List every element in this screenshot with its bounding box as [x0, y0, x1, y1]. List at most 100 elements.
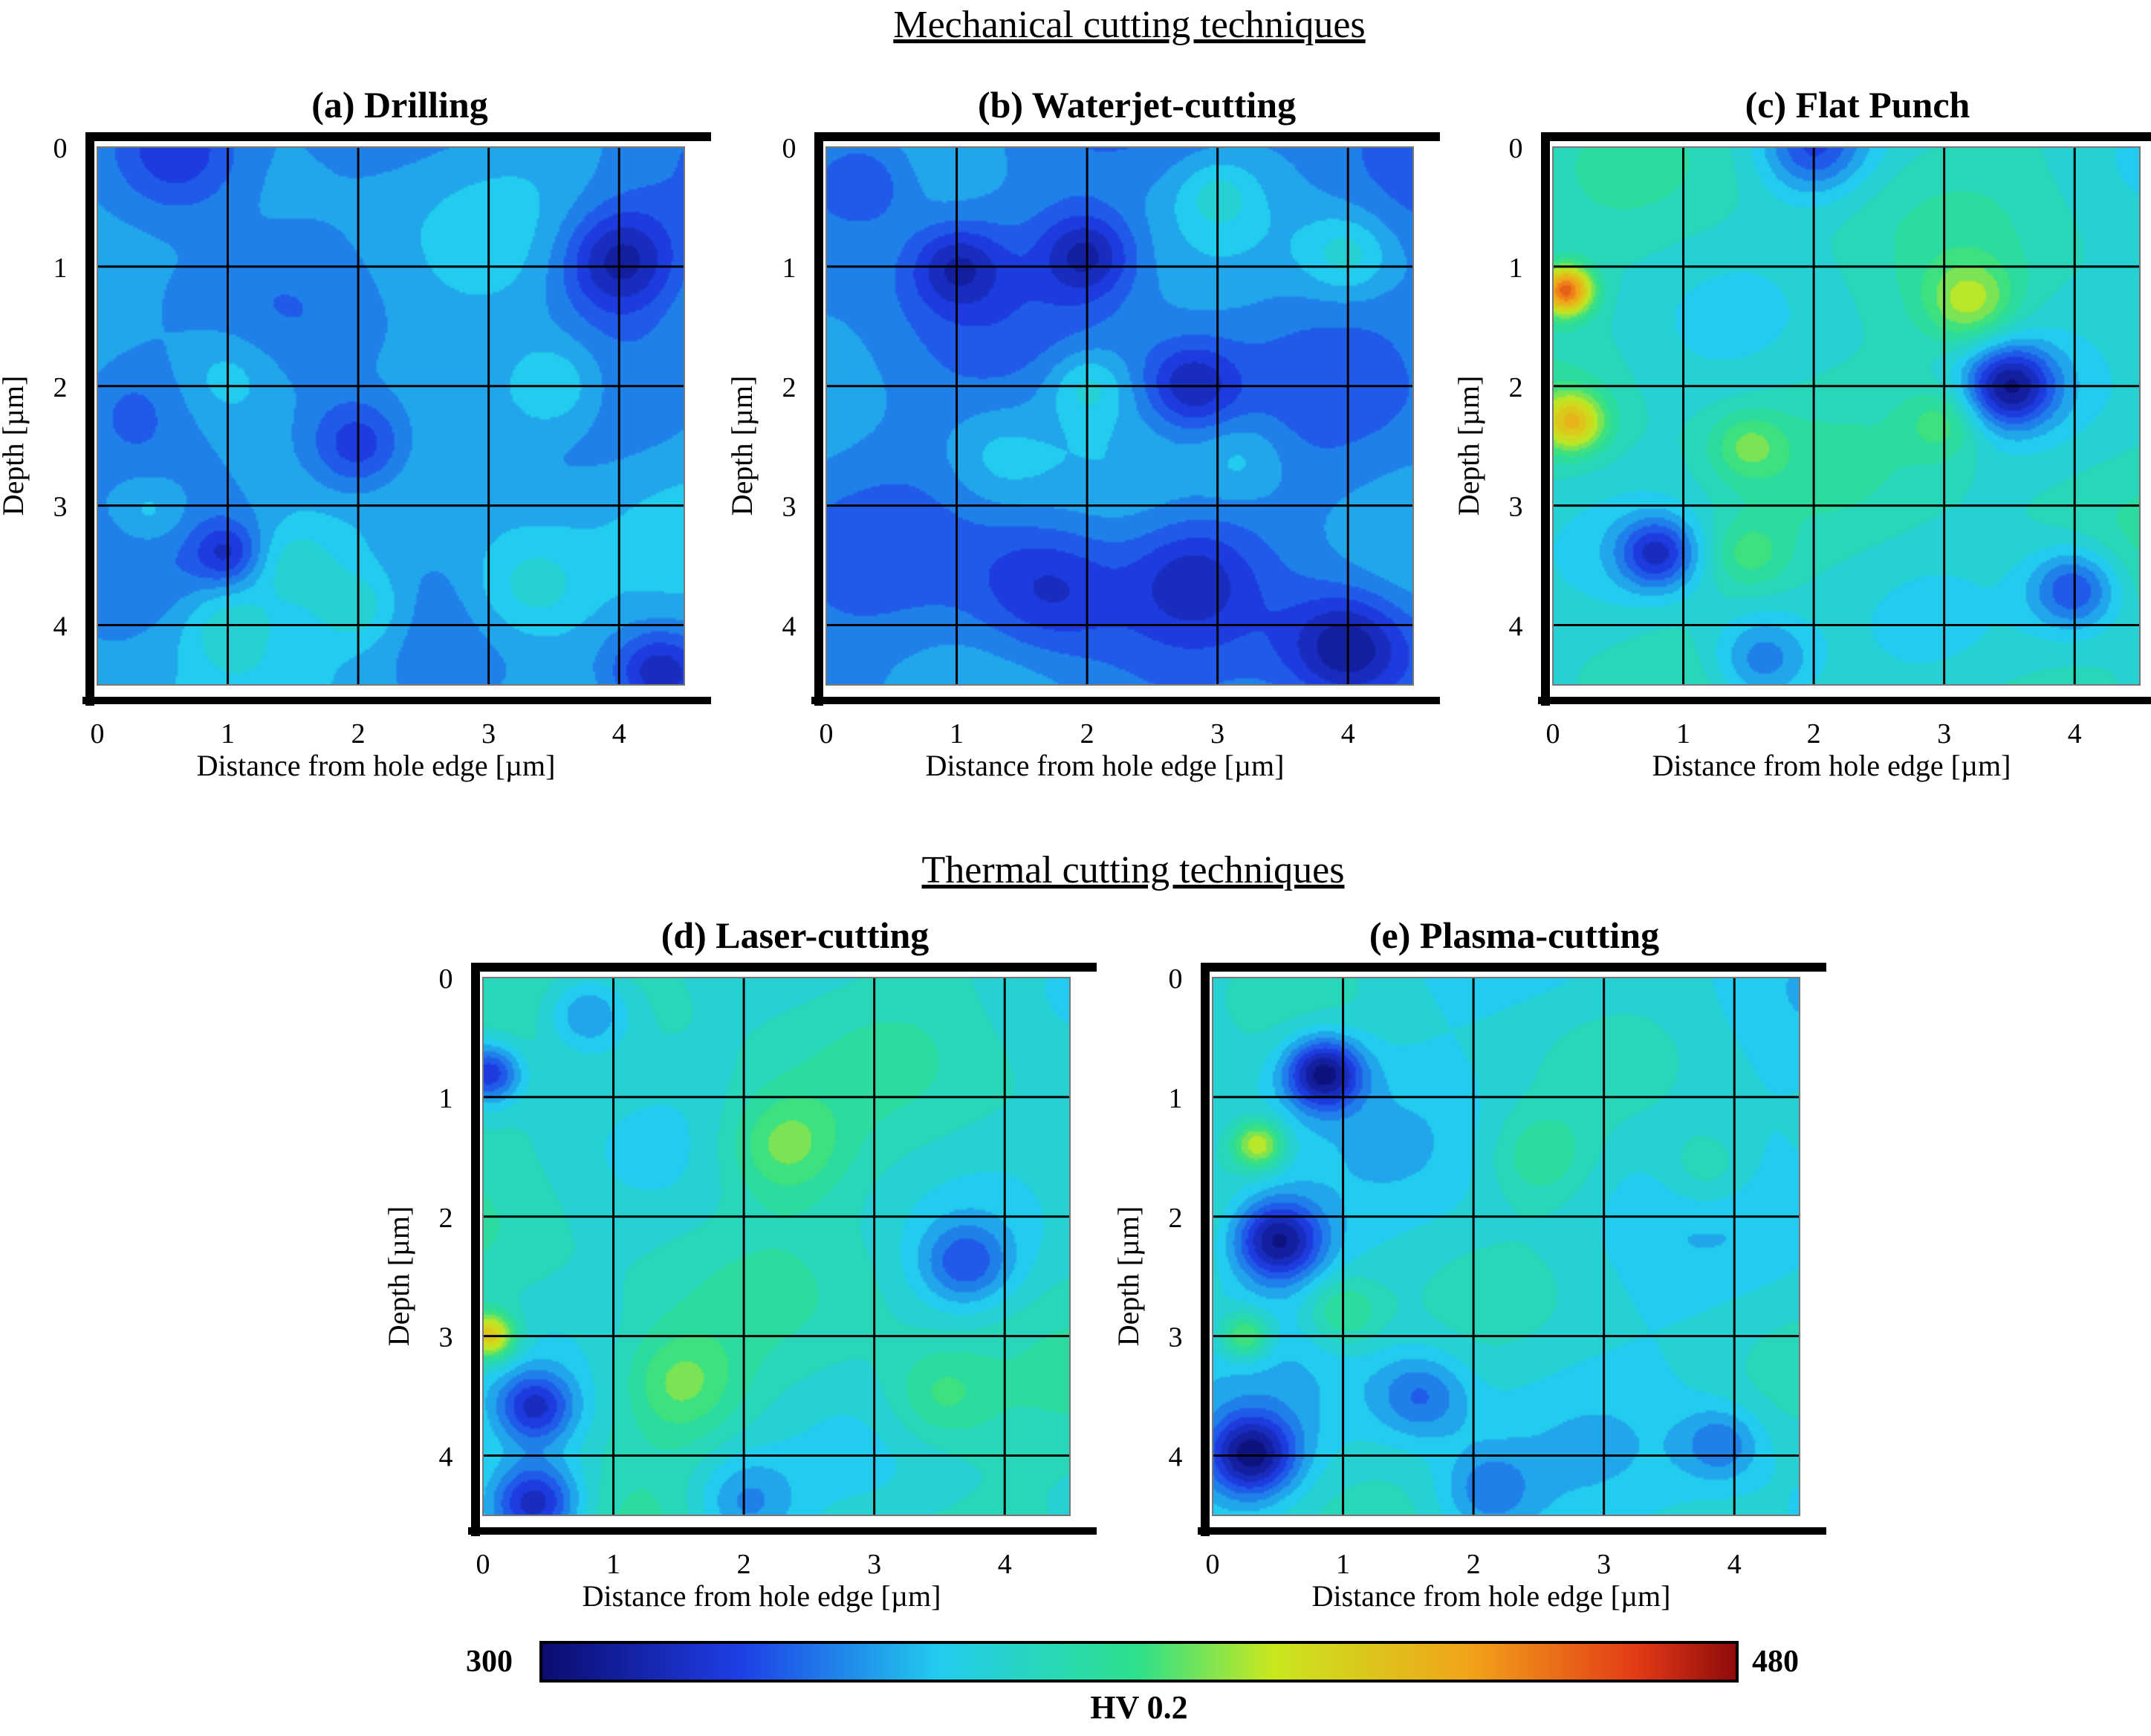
- x-tick-label: 3: [1937, 718, 1951, 750]
- x-tick-label: 0: [1206, 1549, 1220, 1580]
- x-tick-label: 1: [606, 1549, 620, 1580]
- y-tick-label: 4: [1509, 611, 1523, 643]
- x-tick-label: 0: [91, 718, 105, 750]
- x-axis-label: Distance from hole edge [µm]: [1312, 1579, 1671, 1613]
- panel-drilling: 0 1 2 3 4 0 1 2 3 4 Distance from hole edge [µm] De…: [0, 84, 711, 782]
- y-axis-label: Depth [µm]: [0, 376, 30, 516]
- frame-bottom-bar: [1198, 1527, 1826, 1535]
- x-tick-label: 2: [1080, 718, 1094, 750]
- x-tick-label: 3: [481, 718, 496, 750]
- y-axis-label: Depth [µm]: [1112, 1206, 1145, 1347]
- plot-border: [1552, 146, 2141, 686]
- heatmap-field-drilling: [97, 147, 684, 685]
- y-tick-label: 0: [1169, 963, 1183, 995]
- x-tick-label: 4: [2068, 718, 2082, 750]
- y-tick-label: 1: [1509, 253, 1523, 284]
- y-axis-label: Depth [µm]: [725, 376, 759, 516]
- frame-left-bar: [814, 132, 823, 706]
- heatmap-field-plasma: [1213, 978, 1800, 1515]
- panel-flat-punch: 0 1 2 3 4 0 1 2 3 4 Distance from hole edge [µm] De…: [1452, 84, 2151, 782]
- y-tick-label: 4: [439, 1442, 453, 1473]
- x-tick-label: 4: [612, 718, 626, 750]
- x-tick-label: 0: [476, 1549, 490, 1580]
- y-tick-label: 3: [1169, 1322, 1183, 1353]
- frame-top-bar: [1541, 132, 2151, 141]
- y-axis-label: Depth [µm]: [1452, 376, 1485, 516]
- colorbar-max-label: 480: [1752, 1645, 1799, 1679]
- x-tick-label: 0: [820, 718, 834, 750]
- y-tick-label: 2: [1169, 1203, 1183, 1234]
- x-tick-label: 4: [1727, 1549, 1742, 1580]
- frame-bottom-bar: [811, 697, 1440, 704]
- x-axis-label: Distance from hole edge [µm]: [197, 749, 556, 782]
- heatmap-field-laser: [483, 978, 1070, 1515]
- frame-top-bar: [814, 132, 1440, 141]
- x-tick-label: 2: [737, 1549, 751, 1580]
- x-tick-label: 2: [351, 718, 366, 750]
- colorbar-min-label: 300: [466, 1645, 513, 1679]
- plot-border: [97, 146, 685, 686]
- x-axis-label: Distance from hole edge [µm]: [1652, 749, 2011, 782]
- x-tick-label: 0: [1546, 718, 1560, 750]
- y-tick-label: 3: [53, 492, 68, 523]
- colorbar-title: HV 0.2: [1090, 1689, 1187, 1726]
- x-tick-label: 1: [221, 718, 235, 750]
- x-tick-label: 4: [998, 1549, 1012, 1580]
- frame-top-bar: [1201, 963, 1826, 972]
- x-tick-label: 3: [867, 1549, 881, 1580]
- panel-plasma: 0 1 2 3 4 0 1 2 3 4 Distance from hole edge [µm] De…: [1112, 914, 1826, 1613]
- panel-title: (c) Flat Punch: [1745, 84, 1970, 126]
- panel-title: (b) Waterjet-cutting: [978, 84, 1296, 126]
- panel-title: (e) Plasma-cutting: [1369, 914, 1659, 956]
- plot-border: [1212, 977, 1800, 1516]
- panel-title: (d) Laser-cutting: [661, 914, 929, 956]
- x-tick-label: 2: [1467, 1549, 1481, 1580]
- panel-laser: 0 1 2 3 4 0 1 2 3 4 Distance from hole edge [µm] De…: [382, 914, 1097, 1613]
- x-axis-label: Distance from hole edge [µm]: [583, 1579, 941, 1613]
- y-tick-label: 3: [1509, 492, 1523, 523]
- y-tick-label: 4: [782, 611, 797, 643]
- y-tick-label: 2: [439, 1203, 453, 1234]
- plot-border: [482, 977, 1071, 1516]
- x-tick-label: 1: [1336, 1549, 1350, 1580]
- heatmap-field-waterjet: [826, 147, 1413, 685]
- y-tick-label: 4: [53, 611, 68, 643]
- panel-title: (a) Drilling: [311, 84, 487, 126]
- frame-top-bar: [85, 132, 711, 141]
- panel-waterjet: 0 1 2 3 4 0 1 2 3 4 Distance from hole edge [µm] De…: [725, 84, 1440, 782]
- frame-bottom-bar: [82, 697, 711, 704]
- frame-top-bar: [471, 963, 1097, 972]
- y-tick-label: 4: [1169, 1442, 1183, 1473]
- frame-bottom-bar: [468, 1527, 1097, 1535]
- y-tick-label: 0: [439, 963, 453, 995]
- y-tick-label: 2: [1509, 372, 1523, 403]
- colorbar: [539, 1641, 1739, 1683]
- y-tick-label: 3: [439, 1322, 453, 1353]
- x-tick-label: 3: [1210, 718, 1224, 750]
- y-tick-label: 2: [53, 372, 68, 403]
- y-tick-label: 1: [53, 253, 68, 284]
- x-tick-label: 4: [1341, 718, 1355, 750]
- y-tick-label: 2: [782, 372, 797, 403]
- y-axis-label: Depth [µm]: [382, 1206, 415, 1347]
- mechanical-section-title: Mechanical cutting techniques: [893, 4, 1365, 46]
- frame-bottom-bar: [1538, 697, 2151, 704]
- x-tick-label: 1: [950, 718, 964, 750]
- y-tick-label: 3: [782, 492, 797, 523]
- plot-border: [825, 146, 1414, 686]
- y-tick-label: 0: [1509, 133, 1523, 164]
- frame-left-bar: [1541, 132, 1550, 706]
- x-tick-label: 1: [1676, 718, 1690, 750]
- frame-left-bar: [85, 132, 94, 706]
- x-axis-label: Distance from hole edge [µm]: [926, 749, 1285, 782]
- thermal-section-title: Thermal cutting techniques: [922, 849, 1345, 891]
- heatmap-field-flat-punch: [1553, 147, 2140, 685]
- frame-left-bar: [471, 963, 480, 1536]
- y-tick-label: 1: [782, 253, 797, 284]
- y-tick-label: 0: [782, 133, 797, 164]
- y-tick-label: 1: [439, 1083, 453, 1114]
- y-tick-label: 1: [1169, 1083, 1183, 1114]
- x-tick-label: 3: [1597, 1549, 1611, 1580]
- x-tick-label: 2: [1807, 718, 1821, 750]
